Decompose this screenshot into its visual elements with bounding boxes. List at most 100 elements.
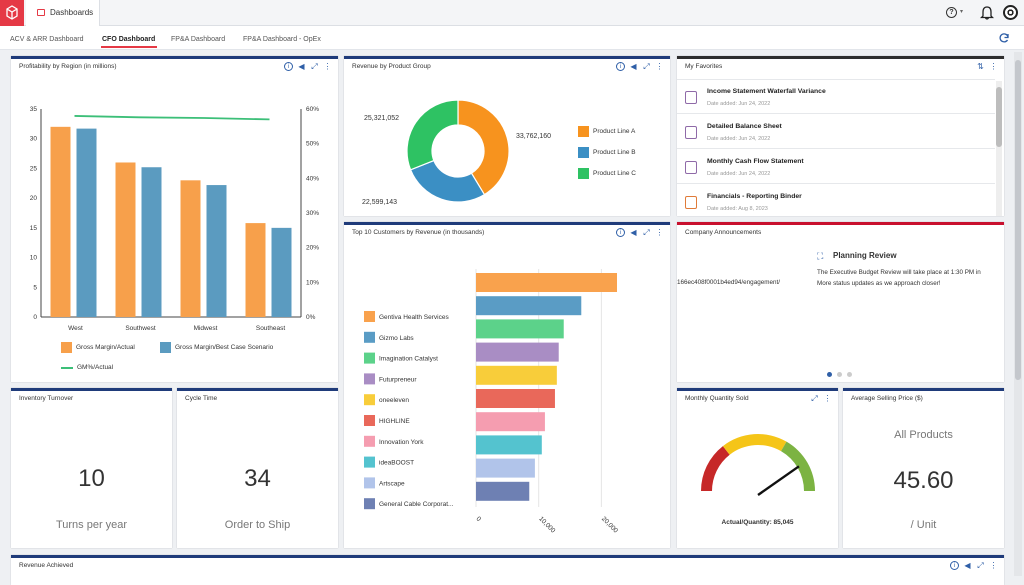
favorite-date: Date added: Jun 24, 2022 <box>707 136 771 142</box>
legend-label: GM%/Actual <box>77 364 114 371</box>
bar <box>115 162 136 317</box>
legend-item[interactable]: Product Line A <box>578 126 635 137</box>
y2-tick-label: 0% <box>306 314 316 321</box>
more-icon[interactable]: ⋮ <box>655 228 664 237</box>
bar <box>476 481 530 501</box>
audio-icon[interactable]: ◀ <box>964 561 971 570</box>
legend-swatch <box>364 311 375 322</box>
legend-label: Product Line B <box>593 149 636 156</box>
bar <box>50 126 71 317</box>
tab-fpa-opex[interactable]: FP&A Dashboard - OpEx <box>243 36 321 43</box>
revenue-achieved-card: Revenue Achieved i ◀ ⤢ ⋮ <box>11 555 1004 585</box>
active-tab-underline <box>101 46 157 48</box>
legend-swatch <box>364 456 375 468</box>
y2-tick-label: 20% <box>306 245 319 252</box>
favorite-item[interactable]: Financials - Reporting Binder Date added:… <box>677 185 995 216</box>
expand-icon[interactable]: ⤢ <box>977 560 984 570</box>
announcement-heading: Planning Review <box>833 251 897 260</box>
x-tick-label: 0 <box>475 515 483 523</box>
favorite-date: Date added: Aug 8, 2023 <box>707 206 768 212</box>
legend-item[interactable]: Product Line C <box>578 168 636 179</box>
binder-icon <box>685 196 697 209</box>
more-icon[interactable]: ⋮ <box>823 394 832 403</box>
legend-item[interactable]: Gross Margin/Actual <box>61 342 135 353</box>
y-tick-label: 15 <box>30 225 38 232</box>
legend-label: ideaBOOST <box>379 460 414 467</box>
carousel-dot[interactable] <box>847 372 852 377</box>
inventory-caption: Turns per year <box>55 519 128 531</box>
carousel-dot-active[interactable] <box>827 372 832 377</box>
expand-icon[interactable]: ⤢ <box>311 61 318 71</box>
legend-label: oneeleven <box>379 397 409 404</box>
legend-item[interactable]: Product Line B <box>578 147 636 158</box>
favorite-date: Date added: Jun 24, 2022 <box>707 101 771 107</box>
audio-icon[interactable]: ◀ <box>298 62 305 71</box>
tab-acv-arr[interactable]: ACV & ARR Dashboard <box>10 36 84 43</box>
audio-icon[interactable]: ◀ <box>630 228 637 237</box>
more-icon[interactable]: ⋮ <box>323 62 332 71</box>
asp-caption: / Unit <box>910 519 937 531</box>
gauge-caption: Actual/Quantity: 85,045 <box>721 519 794 526</box>
favorite-item[interactable]: Income Statement Waterfall Variance Date … <box>677 80 995 114</box>
bell-icon[interactable] <box>980 5 994 20</box>
page-scrollbar[interactable] <box>1014 52 1022 576</box>
refresh-icon[interactable] <box>998 32 1010 44</box>
donut-label: 25,321,052 <box>364 115 400 122</box>
donut-slice <box>457 99 510 196</box>
binoculars-icon: ⛶ <box>817 251 824 261</box>
donut-slice <box>406 99 459 171</box>
asp-subtitle: All Products <box>894 429 953 441</box>
carousel-dot[interactable] <box>837 372 842 377</box>
sort-icon[interactable]: ⇅ <box>977 62 984 71</box>
user-avatar[interactable] <box>1003 5 1018 20</box>
bar <box>476 342 559 362</box>
bar <box>476 296 582 316</box>
legend-label: Gizmo Labs <box>379 335 414 342</box>
favorite-title: Monthly Cash Flow Statement <box>707 158 804 165</box>
legend-label: Artscape <box>379 480 405 487</box>
expand-icon[interactable]: ⤢ <box>811 393 818 403</box>
more-icon[interactable]: ⋮ <box>989 62 998 71</box>
more-icon[interactable]: ⋮ <box>989 561 998 570</box>
tab-dashboards-label: Dashboards <box>50 8 94 17</box>
info-icon[interactable]: i <box>616 228 625 237</box>
favorite-item[interactable]: Detailed Balance Sheet Date added: Jun 24… <box>677 115 995 149</box>
legend-swatch <box>61 366 73 369</box>
favorite-item[interactable]: Monthly Cash Flow Statement Date added: J… <box>677 150 995 184</box>
expand-icon[interactable]: ⤢ <box>643 227 650 237</box>
help-icon[interactable]: ? <box>946 7 957 18</box>
bar <box>76 128 97 317</box>
bar <box>476 319 564 339</box>
asp-card: Average Selling Price ($) All Products 4… <box>843 388 1004 548</box>
announcements-card: Company Announcements 166ec408f0001b4ed9… <box>677 222 1004 382</box>
tab-fpa[interactable]: FP&A Dashboard <box>171 36 226 43</box>
favorites-card: My Favorites ⇅ ⋮ Income Statement Waterf… <box>677 56 1004 216</box>
bar <box>476 435 542 455</box>
revenue-group-card: Revenue by Product Group i ◀ ⤢ ⋮ 25,321,… <box>344 56 670 216</box>
dashboard-icon <box>37 9 45 16</box>
info-icon[interactable]: i <box>616 62 625 71</box>
favorites-scrollbar[interactable] <box>996 81 1002 216</box>
expand-icon[interactable]: ⤢ <box>643 61 650 71</box>
legend-item[interactable]: Gross Margin/Best Case Scenario <box>160 342 273 353</box>
tab-cfo[interactable]: CFO Dashboard <box>102 36 156 43</box>
card-title: Profitability by Region (in millions) <box>19 63 117 70</box>
card-title: Cycle Time <box>185 395 218 402</box>
info-icon[interactable]: i <box>284 62 293 71</box>
legend-label: HIGHLINE <box>379 418 410 425</box>
tab-dashboards[interactable]: Dashboards <box>26 0 100 26</box>
info-icon[interactable]: i <box>950 561 959 570</box>
audio-icon[interactable]: ◀ <box>630 62 637 71</box>
gm-line <box>74 115 270 121</box>
legend-label: Imagination Catalyst <box>379 356 438 363</box>
more-icon[interactable]: ⋮ <box>655 62 664 71</box>
chevron-down-icon[interactable]: ▾ <box>960 9 964 15</box>
report-icon <box>685 161 697 174</box>
bar <box>476 458 535 478</box>
app-logo[interactable] <box>0 0 24 26</box>
x-tick-label: 20,000 <box>600 515 619 534</box>
legend-label: Gross Margin/Actual <box>76 344 135 351</box>
legend-label: Gentiva Health Services <box>379 314 449 321</box>
legend-item[interactable]: GM%/Actual <box>61 364 113 371</box>
y2-tick-label: 60% <box>306 106 319 113</box>
